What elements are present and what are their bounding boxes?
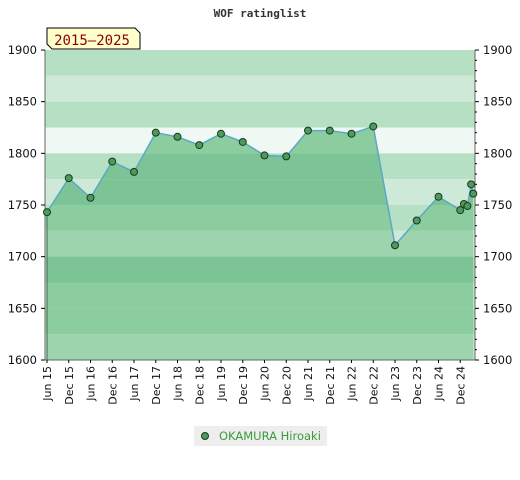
- x-tick-label: Jun 15: [41, 366, 54, 402]
- data-point: [304, 126, 312, 135]
- x-tick-label: Jun 16: [85, 366, 98, 402]
- series-markers: [43, 122, 478, 250]
- y-tick-label-right: 1900: [483, 43, 512, 57]
- x-tick-label: Dec 18: [193, 366, 206, 405]
- x-tick-label: Dec 19: [237, 366, 250, 405]
- data-point: [195, 141, 204, 150]
- data-point: [467, 180, 476, 189]
- chart-title: WOF ratinglist: [214, 7, 307, 20]
- x-tick-label: Jun 20: [259, 366, 272, 402]
- legend-label: OKAMURA Hiroaki: [219, 429, 321, 443]
- data-point: [64, 174, 73, 183]
- x-tick-label: Dec 24: [454, 366, 467, 405]
- x-tick-label: Jun 24: [433, 366, 446, 402]
- y-tick-label-right: 1750: [483, 198, 512, 212]
- y-tick-label-right: 1650: [483, 301, 512, 315]
- x-tick-label: Jun 17: [128, 366, 141, 402]
- legend-marker: [201, 432, 209, 440]
- data-point: [456, 206, 465, 215]
- area-band: [47, 230, 474, 257]
- data-point: [463, 202, 472, 211]
- data-point: [434, 192, 443, 201]
- data-point: [238, 137, 247, 146]
- data-point: [469, 189, 478, 198]
- data-point: [43, 208, 51, 217]
- data-point: [391, 241, 399, 250]
- data-point: [347, 129, 356, 138]
- y-axis-left: 1600 1650 1700 1750 1800 1850 1900: [8, 43, 45, 367]
- x-tick-label: Dec 23: [411, 366, 424, 405]
- x-tick-label: Dec 21: [324, 366, 337, 405]
- data-point: [260, 151, 269, 160]
- x-tick-label: Jun 19: [215, 366, 228, 402]
- period-box: [46, 27, 141, 50]
- data-point: [130, 167, 138, 176]
- background-band: [45, 127, 475, 154]
- y-tick-label-left: 1850: [8, 95, 37, 109]
- x-tick-label: Dec 15: [63, 366, 76, 405]
- x-tick-label: Jun 21: [302, 366, 315, 402]
- data-point: [282, 152, 291, 161]
- x-tick-label: Jun 18: [172, 366, 185, 402]
- y-axis-right: 1600 1650 1700 1750 1800 1850 1900: [475, 43, 512, 367]
- y-tick-label-left: 1600: [8, 353, 37, 367]
- area-band: [47, 282, 474, 309]
- x-tick-label: Dec 17: [150, 366, 163, 405]
- area-band: [47, 334, 474, 360]
- x-axis: Jun 15 Dec 15 Jun 16 Dec 16 Jun 17 Dec 17 Jun …: [41, 360, 467, 405]
- y-tick-label-left: 1750: [8, 198, 37, 212]
- x-tick-label: Dec 22: [367, 366, 380, 405]
- background-band: [45, 101, 475, 128]
- x-tick-label: Dec 20: [280, 366, 293, 405]
- area-band: [47, 256, 474, 283]
- legend-box: [194, 426, 327, 446]
- y-tick-label-right: 1850: [483, 95, 512, 109]
- legend: OKAMURA Hiroaki: [194, 426, 327, 446]
- data-point: [369, 122, 378, 131]
- data-point: [412, 216, 421, 225]
- y-tick-label-left: 1800: [8, 146, 37, 160]
- period-label: 2015–2025: [46, 27, 141, 50]
- y-tick-label-right: 1800: [483, 146, 512, 160]
- x-tick-label: Dec 16: [106, 366, 119, 405]
- y-tick-label-right: 1700: [483, 250, 512, 264]
- data-point: [108, 157, 117, 166]
- y-tick-label-left: 1700: [8, 250, 37, 264]
- data-point: [86, 193, 95, 202]
- data-point: [151, 128, 160, 137]
- background-band: [45, 50, 475, 76]
- data-point: [173, 132, 182, 141]
- y-tick-label-left: 1900: [8, 43, 37, 57]
- data-point: [217, 129, 225, 138]
- data-point: [325, 126, 334, 135]
- period-text: 2015–2025: [54, 33, 130, 49]
- x-tick-label: Jun 22: [346, 366, 359, 402]
- background-band: [45, 75, 475, 102]
- y-tick-label-left: 1650: [8, 301, 37, 315]
- y-tick-label-right: 1600: [483, 353, 512, 367]
- area-band: [47, 308, 474, 335]
- x-tick-label: Jun 23: [389, 366, 402, 402]
